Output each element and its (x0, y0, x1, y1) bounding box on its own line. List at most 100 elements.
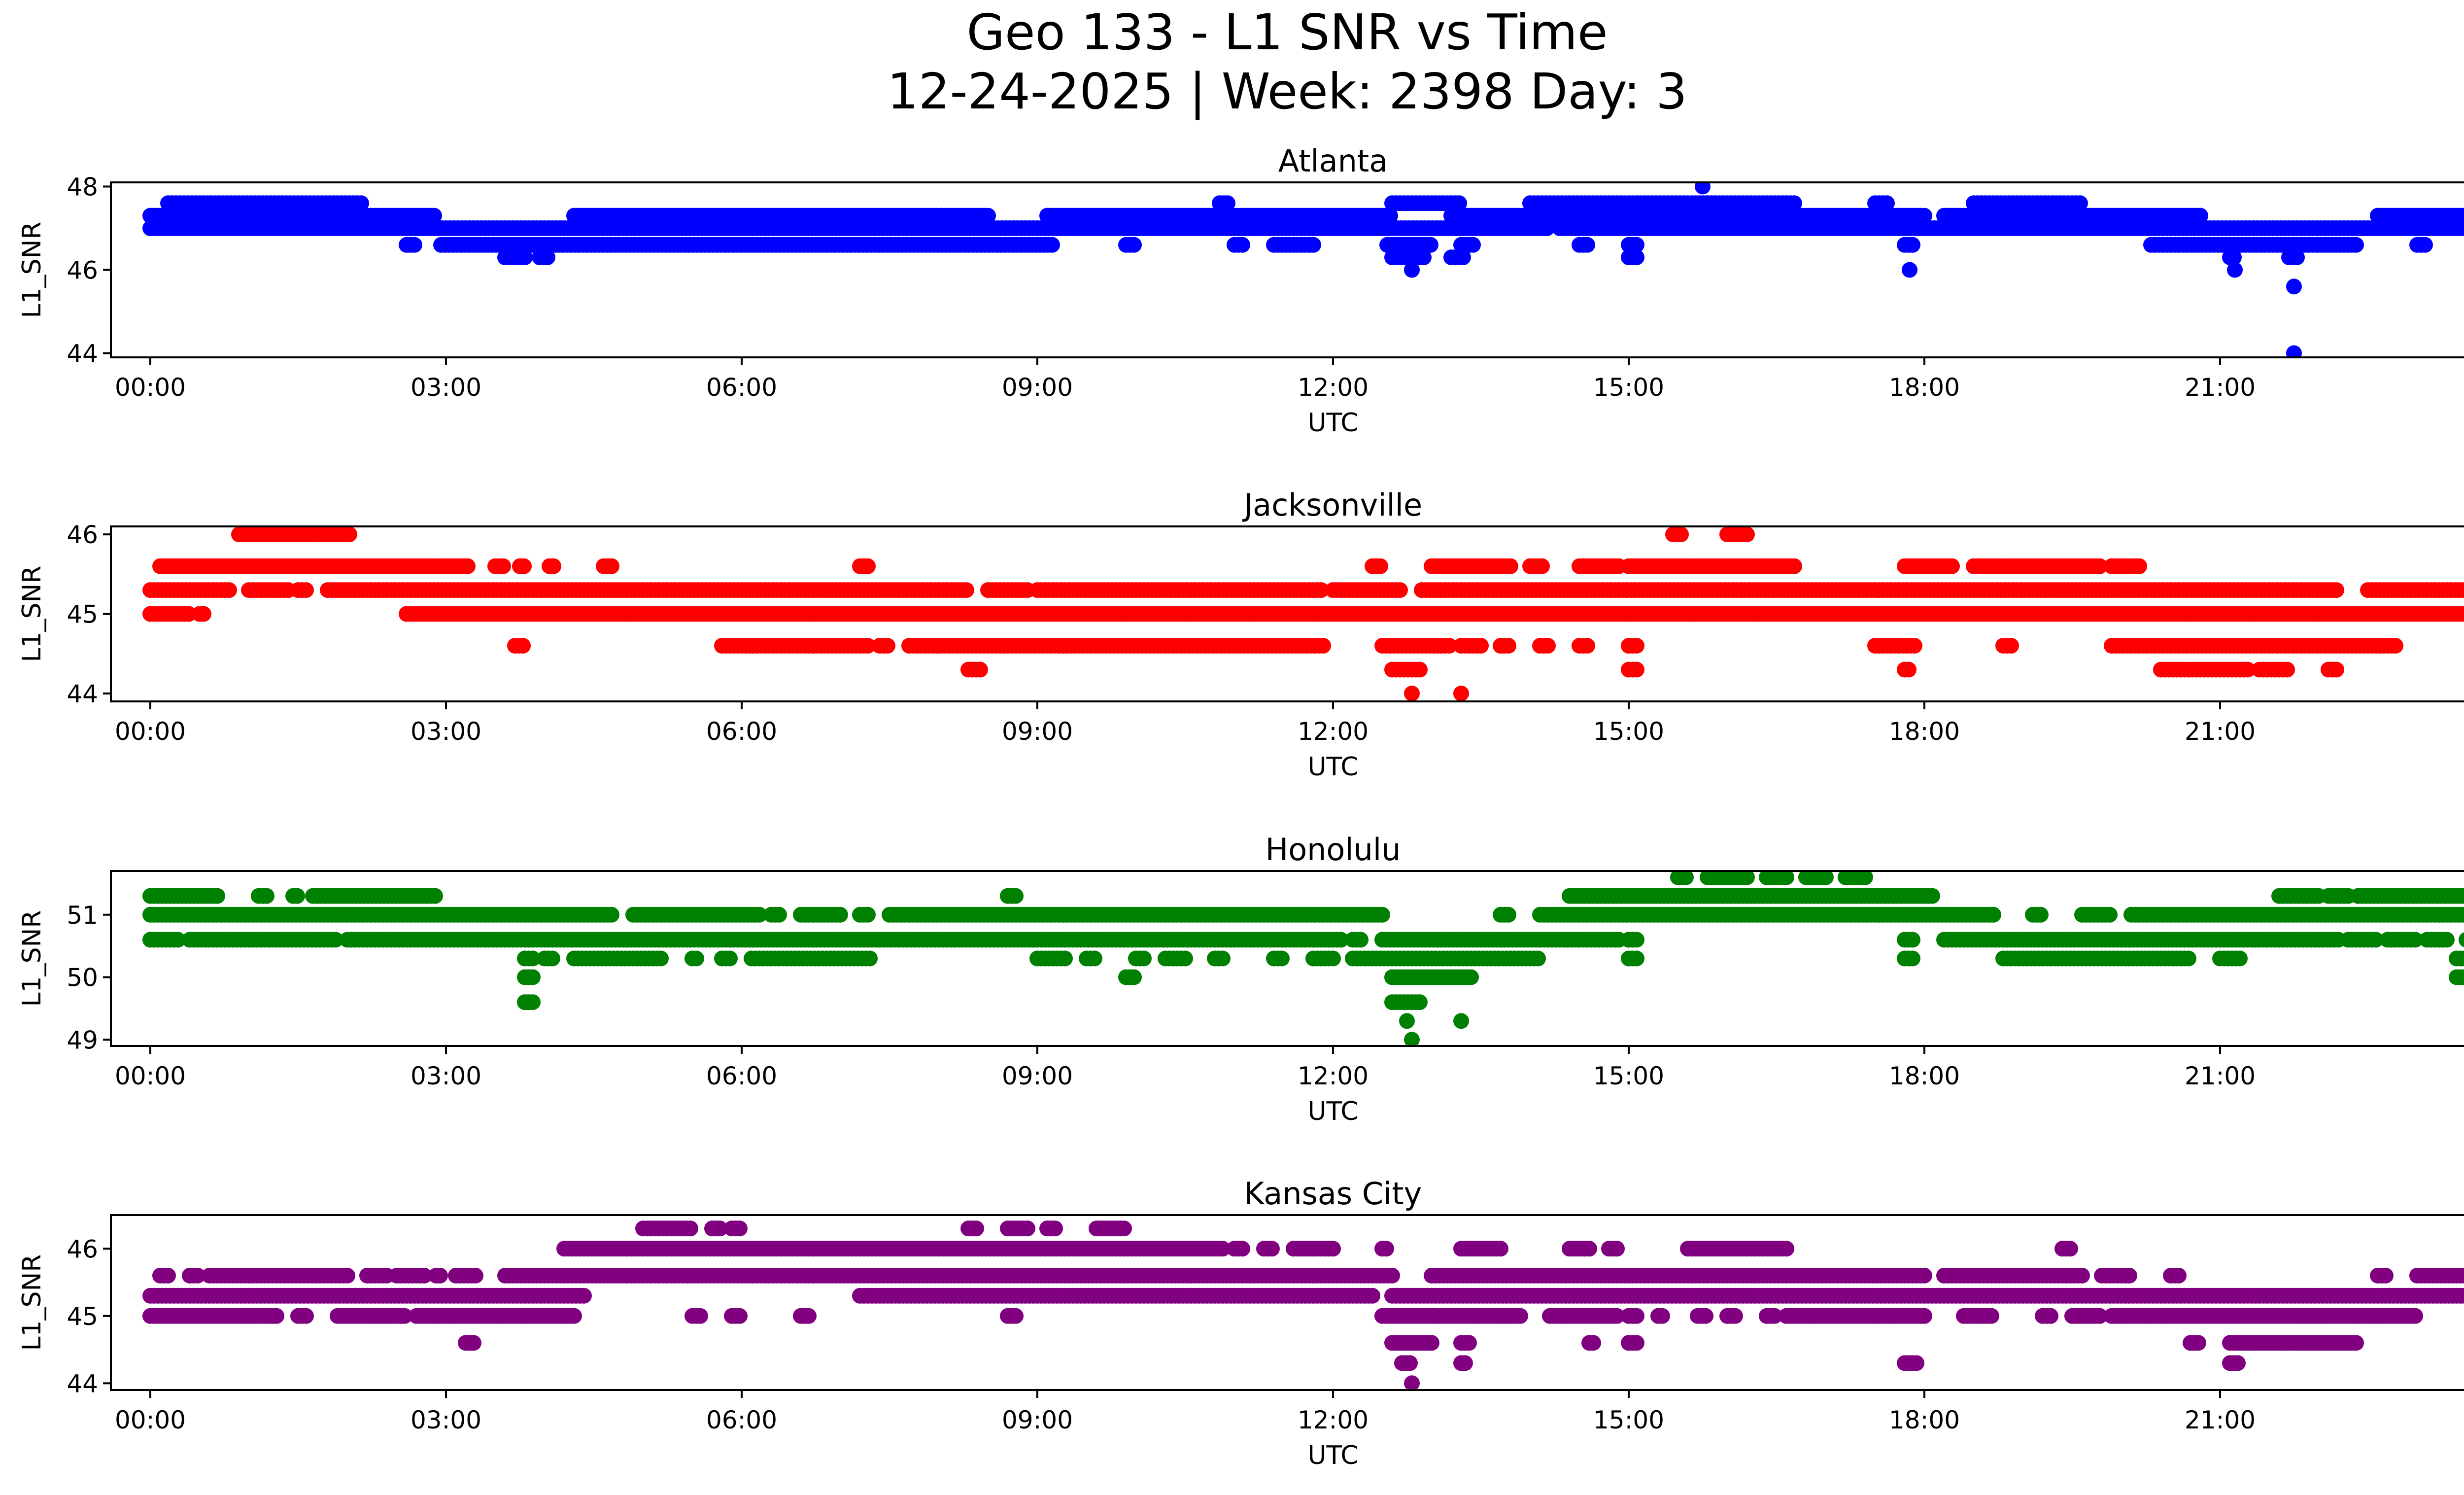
x-tick-label: 09:00 (1002, 717, 1073, 746)
data-point (546, 558, 561, 574)
data-point (1924, 888, 1940, 904)
figure-title-line1: Geo 133 - L1 SNR vs Time (967, 3, 1608, 61)
data-point (1465, 237, 1481, 253)
data-point (1404, 685, 1420, 701)
data-point (1879, 195, 1895, 211)
data-point (2463, 223, 2464, 233)
data-point (2463, 585, 2464, 595)
data-point (2461, 209, 2464, 222)
data-point (1905, 950, 1920, 967)
data-point (1629, 249, 1644, 266)
x-tick-label: 12:00 (1298, 717, 1369, 746)
y-tick-label: 49 (67, 1026, 98, 1054)
data-point (1739, 526, 1755, 543)
data-point (860, 906, 876, 923)
data-point (427, 888, 443, 904)
data-point (862, 950, 878, 967)
data-point (1673, 526, 1689, 543)
data-point (2227, 262, 2243, 278)
data-point (1372, 558, 1388, 574)
data-point (2003, 638, 2019, 654)
x-tick-label: 00:00 (115, 373, 186, 402)
data-point (2459, 220, 2464, 236)
y-tick-label: 46 (67, 521, 98, 549)
data-point (2457, 969, 2464, 985)
data-point (1313, 582, 1329, 598)
data-point (342, 526, 357, 543)
data-point (1907, 638, 1922, 654)
y-tick-label: 51 (67, 901, 98, 930)
data-point (2463, 910, 2464, 920)
data-point (516, 558, 532, 574)
data-point (1451, 195, 1467, 211)
data-point (1126, 969, 1142, 985)
x-axis-label: UTC (1307, 408, 1358, 438)
data-point (1404, 1032, 1420, 1046)
data-point (1473, 638, 1489, 654)
data-point (1534, 558, 1550, 574)
x-tick-label: 12:00 (1298, 373, 1369, 402)
data-point (2240, 661, 2256, 678)
x-tick-label: 21:00 (2185, 1062, 2256, 1090)
data-point (1315, 638, 1331, 654)
data-point (1629, 932, 1644, 948)
y-tick-label: 45 (67, 600, 98, 629)
data-point (540, 249, 555, 266)
data-point (1215, 950, 1231, 967)
data-point (860, 638, 876, 654)
x-tick-label: 09:00 (1002, 1062, 1073, 1090)
data-point (1116, 1220, 1132, 1237)
x-tick-label: 15:00 (1593, 1062, 1664, 1090)
data-point (196, 606, 211, 622)
data-point (1905, 932, 1920, 948)
x-tick-label: 21:00 (2185, 717, 2256, 746)
data-point (688, 950, 704, 967)
data-point (1501, 638, 1516, 654)
data-point (1057, 950, 1073, 967)
data-point (517, 249, 533, 266)
y-tick-label: 48 (67, 173, 98, 201)
data-point (525, 950, 541, 967)
data-point (1374, 906, 1390, 923)
data-point (1382, 208, 1398, 224)
data-point (1305, 237, 1321, 253)
data-point (170, 932, 186, 948)
panel-title: Jacksonville (1242, 487, 1422, 523)
data-point (2461, 889, 2464, 903)
data-point (2181, 950, 2196, 967)
data-point (1786, 558, 1802, 574)
data-point (2279, 661, 2295, 678)
data-point (1399, 1013, 1415, 1029)
y-tick-label: 44 (67, 680, 98, 708)
data-point (460, 558, 476, 574)
data-point (2459, 932, 2464, 947)
x-tick-label: 03:00 (411, 1062, 481, 1090)
data-point (1503, 558, 1518, 574)
y-tick-label: 46 (67, 256, 98, 285)
data-point (2457, 950, 2464, 967)
data-points (142, 871, 2464, 1046)
data-point (1905, 237, 1920, 253)
panel-title: Honolulu (1266, 832, 1401, 868)
data-point (2192, 208, 2208, 224)
data-point (1902, 262, 1917, 278)
data-point (515, 638, 531, 654)
x-axis-label: UTC (1307, 1097, 1358, 1126)
x-tick-label: 00:00 (115, 717, 186, 746)
y-tick-label: 44 (67, 340, 98, 368)
data-point (771, 906, 787, 923)
data-point (958, 582, 974, 598)
x-tick-label: 06:00 (706, 717, 777, 746)
data-point (2368, 932, 2384, 948)
data-point (752, 906, 767, 923)
data-point (2102, 906, 2118, 923)
data-point (525, 994, 541, 1010)
data-point (1678, 871, 1694, 885)
data-point (1901, 661, 1916, 678)
data-point (495, 558, 511, 574)
data-point (2226, 249, 2242, 266)
data-point (1136, 950, 1152, 967)
data-point (1404, 262, 1420, 278)
figure-title-line2: 12-24-2025 | Week: 2398 Day: 3 (887, 63, 1687, 120)
